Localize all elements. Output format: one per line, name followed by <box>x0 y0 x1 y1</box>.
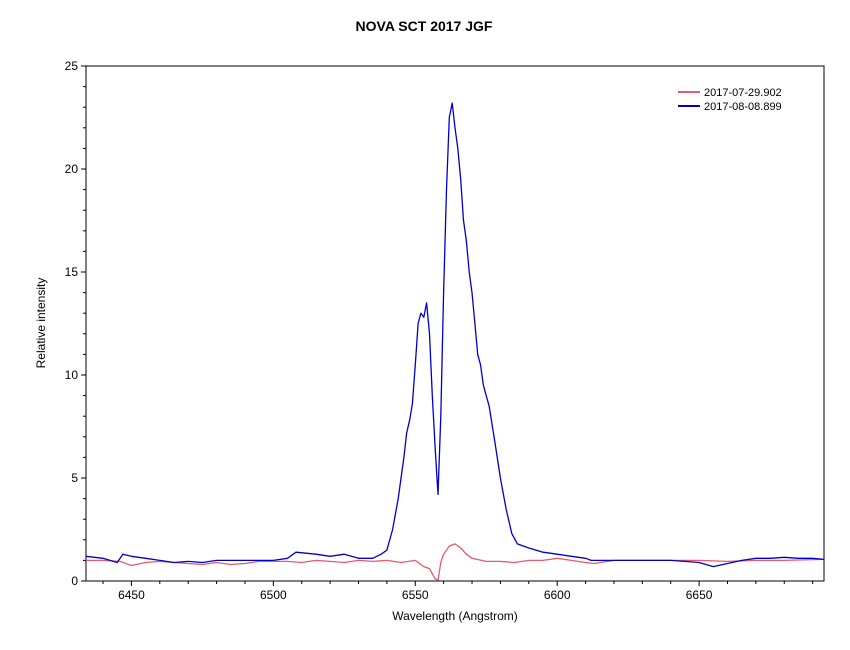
x-axis-label: Wavelength (Angstrom) <box>392 609 518 623</box>
x-tick-label: 6650 <box>686 588 713 602</box>
plot-area <box>85 65 825 582</box>
y-tick-label: 0 <box>71 574 78 588</box>
chart-title: NOVA SCT 2017 JGF <box>356 18 493 34</box>
legend-entry: 2017-07-29.902 <box>704 87 782 99</box>
x-tick-label: 6450 <box>118 588 145 602</box>
y-tick-label: 20 <box>65 162 79 176</box>
axis-ticks: 6450 6500 6550 6600 6650 0 5 10 15 20 25 <box>65 59 814 602</box>
y-tick-label: 15 <box>65 265 79 279</box>
series-line-1 <box>86 543 825 581</box>
legend: 2017-07-29.902 2017-08-08.899 <box>678 87 782 113</box>
x-tick-label: 6600 <box>544 588 571 602</box>
series-line-2 <box>85 102 825 568</box>
legend-entry: 2017-08-08.899 <box>704 101 782 113</box>
y-tick-label: 25 <box>65 59 79 73</box>
series-layer <box>85 102 825 581</box>
x-tick-label: 6550 <box>402 588 429 602</box>
y-axis-label: Relative intensity <box>34 278 48 369</box>
y-tick-label: 10 <box>65 368 79 382</box>
y-tick-label: 5 <box>71 471 78 485</box>
x-tick-label: 6500 <box>260 588 287 602</box>
